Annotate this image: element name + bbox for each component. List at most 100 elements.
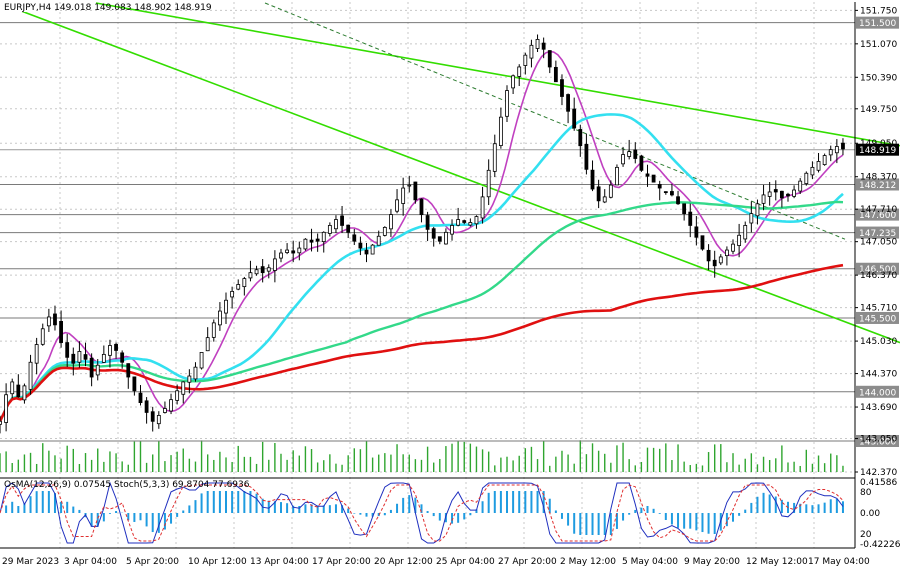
candle (523, 54, 528, 66)
candle (639, 155, 644, 171)
price-tick-label: 148.370 (860, 173, 897, 183)
level-label: 148.212 (859, 181, 896, 191)
candle (28, 361, 33, 390)
candle (297, 247, 302, 254)
candle (712, 259, 717, 267)
level-label: 147.235 (859, 229, 896, 239)
moving-average-mid (0, 113, 844, 422)
candle (596, 186, 601, 202)
candle (181, 381, 186, 395)
candle (725, 249, 729, 257)
candle (468, 222, 473, 226)
candle (266, 267, 271, 272)
grid (0, 2, 855, 548)
candle (132, 376, 137, 392)
volume-bars (0, 440, 844, 472)
level-label: 144.000 (859, 388, 896, 398)
time-tick-label: 17 May 04:00 (808, 557, 870, 567)
oscillator-tick-label: 80 (860, 488, 872, 498)
price-tick-label: 147.710 (860, 205, 897, 215)
time-tick-label: 5 May 04:00 (622, 557, 678, 567)
level-label: 146.500 (859, 265, 896, 275)
price-tick-label: 142.370 (860, 468, 897, 478)
candle (16, 384, 21, 398)
candle (114, 343, 118, 351)
candle (364, 249, 369, 255)
candle (694, 226, 699, 238)
candle (731, 243, 735, 252)
candle (755, 203, 760, 217)
candle (83, 354, 88, 360)
candle (841, 142, 845, 150)
candle (480, 196, 485, 219)
trend-lines (0, 2, 900, 344)
candle (315, 238, 320, 242)
trend-line (264, 2, 846, 240)
level-label-box (856, 178, 899, 191)
oscillator-tick-label: 20 (860, 530, 872, 540)
candle (413, 181, 418, 201)
time-tick-label: 10 Apr 12:00 (188, 557, 247, 567)
moving-average-slow (0, 200, 844, 422)
candle (444, 231, 448, 245)
moving-averages (0, 50, 844, 422)
candle (779, 190, 784, 199)
level-label-box (856, 262, 899, 275)
candle (156, 415, 161, 425)
candle (187, 375, 192, 383)
candle (834, 146, 839, 154)
candle (34, 344, 39, 364)
price-tick-label: 143.050 (860, 435, 897, 445)
oscillator-tick-label: 0.41586 (860, 478, 897, 488)
candle (22, 385, 27, 401)
candle (224, 299, 228, 314)
time-tick-label: 3 Apr 04:00 (64, 557, 117, 567)
candle (346, 224, 351, 233)
candle (95, 364, 100, 376)
candle (535, 39, 540, 49)
price-tick-label: 149.750 (860, 105, 897, 115)
candle (77, 351, 82, 363)
candle (749, 213, 754, 224)
level-label-box (856, 143, 899, 156)
candle (59, 321, 63, 343)
candle (431, 228, 436, 239)
candle (193, 366, 198, 380)
level-label-box (856, 226, 899, 239)
symbol-info: EURJPY,H4 149.018 149.083 148.902 148.91… (4, 3, 212, 13)
candle (572, 108, 577, 129)
candle (773, 189, 778, 193)
candle (334, 219, 338, 230)
price-tick-label: 147.050 (860, 238, 897, 248)
candle (211, 322, 216, 338)
candle (584, 143, 589, 170)
time-tick-label: 25 Apr 04:00 (436, 557, 495, 567)
candle (786, 193, 790, 197)
candle (822, 155, 827, 166)
candle (285, 249, 289, 253)
oscillator-tick-label: 0.00 (860, 509, 880, 519)
candle (53, 313, 57, 326)
candle (706, 249, 711, 262)
level-lines (0, 22, 855, 442)
level-label: 148.919 (859, 146, 896, 156)
candle (547, 50, 552, 68)
candle (309, 239, 314, 243)
candle (792, 189, 796, 197)
candle (303, 238, 308, 250)
price-tick-label: 151.070 (860, 40, 897, 50)
candle (663, 191, 668, 194)
candle (541, 42, 546, 50)
time-tick-label: 9 May 20:00 (684, 557, 740, 567)
price-tick-label: 143.690 (860, 403, 897, 413)
candle (560, 79, 564, 97)
level-label-box (856, 311, 899, 324)
level-label-box (856, 385, 899, 398)
candle (101, 353, 106, 363)
candle (474, 216, 479, 225)
time-tick-label: 29 Mar 2023 (2, 557, 59, 567)
